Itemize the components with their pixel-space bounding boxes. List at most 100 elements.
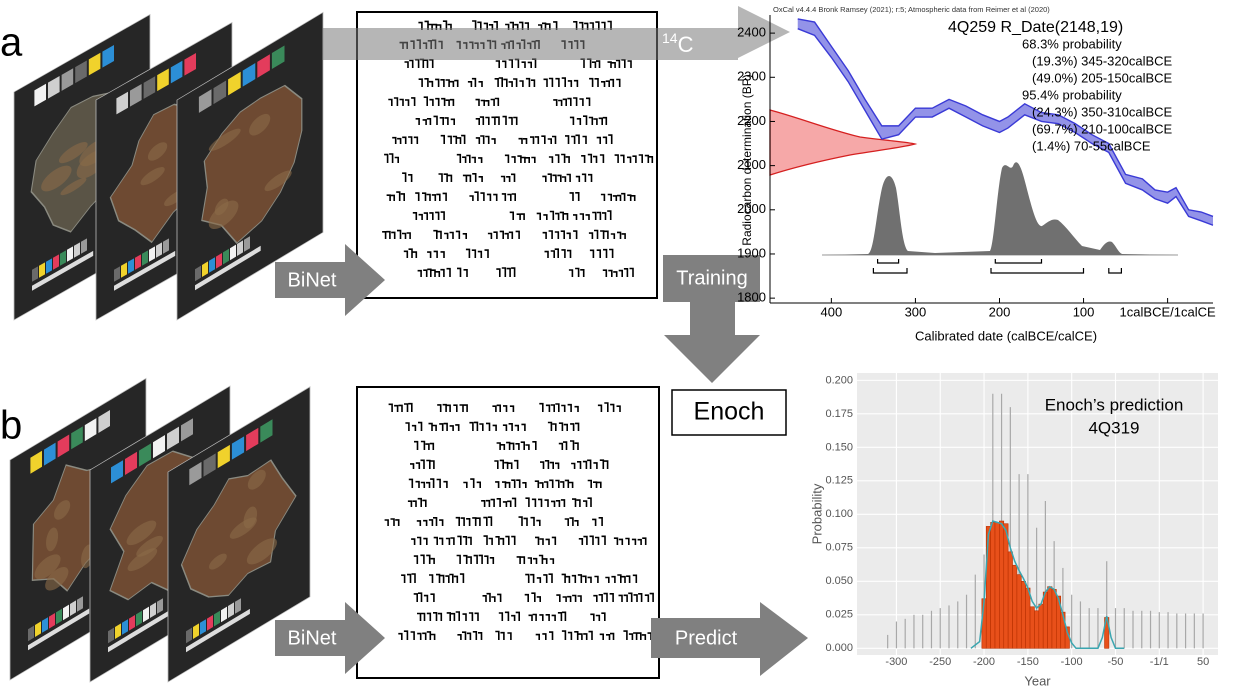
fragment-texture [140,167,165,186]
scale-patch [81,238,87,254]
scale-bar [32,250,94,291]
calibration-band [797,18,1213,226]
scale-patch [60,250,66,266]
scale-patch [143,606,149,623]
bar [1016,574,1022,649]
summary-line: (69.7%) 210-100calBCE [1032,121,1173,136]
scale-patch [28,625,34,642]
color-patch [75,60,87,84]
color-patch [242,63,256,87]
color-patch [203,453,216,477]
chart-subtitle: 4Q319 [1088,418,1139,437]
model-name: Enoch [694,398,765,426]
color-patch [189,461,202,486]
color-patch [102,44,115,68]
color-patch [84,418,97,442]
scale-patch [235,598,241,614]
color-patch [88,52,101,76]
color-patch [125,451,137,475]
scale-patch [221,606,227,623]
color-patch [61,68,74,91]
bar [1038,603,1044,649]
script-line [413,554,555,564]
scale-patch [70,600,76,616]
y-tick-label: 0.175 [825,408,853,420]
scale-patch [56,608,62,625]
x-tick-label: 50 [1197,656,1209,668]
color-patch [157,68,169,92]
scale-patch [230,244,236,261]
script-line [384,516,603,526]
y-tick-label: 0.050 [825,575,853,587]
summary-line: (19.3%) 345-320calBCE [1032,53,1173,68]
script-line [410,459,609,469]
script-line [382,229,626,239]
color-patch [184,52,197,76]
y-tick-label: 1800 [737,290,766,305]
bar [1029,606,1035,649]
scale-patch [228,602,234,618]
scale-patch [237,240,243,256]
y-axis-label: Probability [809,483,824,544]
fragment-texture [34,554,61,580]
script-line [418,77,621,87]
color-patch [98,409,111,433]
scale-patch [163,238,169,254]
scale-patch [156,242,162,258]
fragment-card [176,11,324,321]
scale-bar [108,609,171,653]
color-patch [48,76,60,99]
summary-line: 68.3% probability [1022,36,1122,51]
summary-line: (24.3%) 350-310calBCE [1032,104,1173,119]
color-patch [57,434,70,458]
fragment-texture [41,165,72,192]
fragment-texture [45,567,69,591]
color-patch [260,419,273,443]
calibration-lower [797,28,1214,226]
color-patch [111,460,123,484]
bar [1003,523,1009,649]
scale-patch [223,248,229,265]
fragment-images [9,11,324,683]
scale-patch [122,619,128,635]
arrow-label: Predict [675,627,738,649]
scale-patch [149,246,155,262]
scale-patch [150,602,156,618]
scale-patch [202,261,208,277]
scale-patch [136,610,142,627]
fragment-texture [136,535,163,557]
scale-patch [67,246,73,262]
script-line [402,172,593,182]
fragment-texture [60,177,87,196]
fragment-card [167,386,311,683]
fragment-texture [208,553,227,570]
fragment-texture [249,113,271,136]
y-tick-label: 2300 [737,69,766,84]
x-tick-label: -100 [1061,656,1083,668]
color-patch [71,426,83,450]
chart-header: OxCal v4.4.4 Bronk Ramsey (2021); r:5; A… [773,5,1050,14]
arrow-label: BiNet [288,627,337,649]
x-tick-label: -200 [973,656,995,668]
scale-patch [195,265,201,282]
script-line [401,573,638,583]
bar [1025,587,1031,649]
y-tick-label: 2100 [737,157,766,172]
scale-patch [42,617,48,633]
script-line [388,402,621,412]
y-tick-label: 0.025 [825,609,853,621]
summary-line: 95.4% probability [1022,87,1122,102]
fragment-texture [264,170,292,192]
scale-bar [114,250,176,291]
y-tick-label: 0.150 [825,441,853,453]
scale-patch [209,257,215,273]
fragment-texture [46,527,59,552]
scale-patch [77,596,83,612]
arrow-label: 14C [662,30,694,57]
script-line [384,153,654,163]
panel-label: b [0,404,22,448]
arrow-training [663,255,760,383]
script-line [415,115,608,125]
fragment-texture [127,548,158,572]
x-tick-label: -50 [1108,656,1124,668]
